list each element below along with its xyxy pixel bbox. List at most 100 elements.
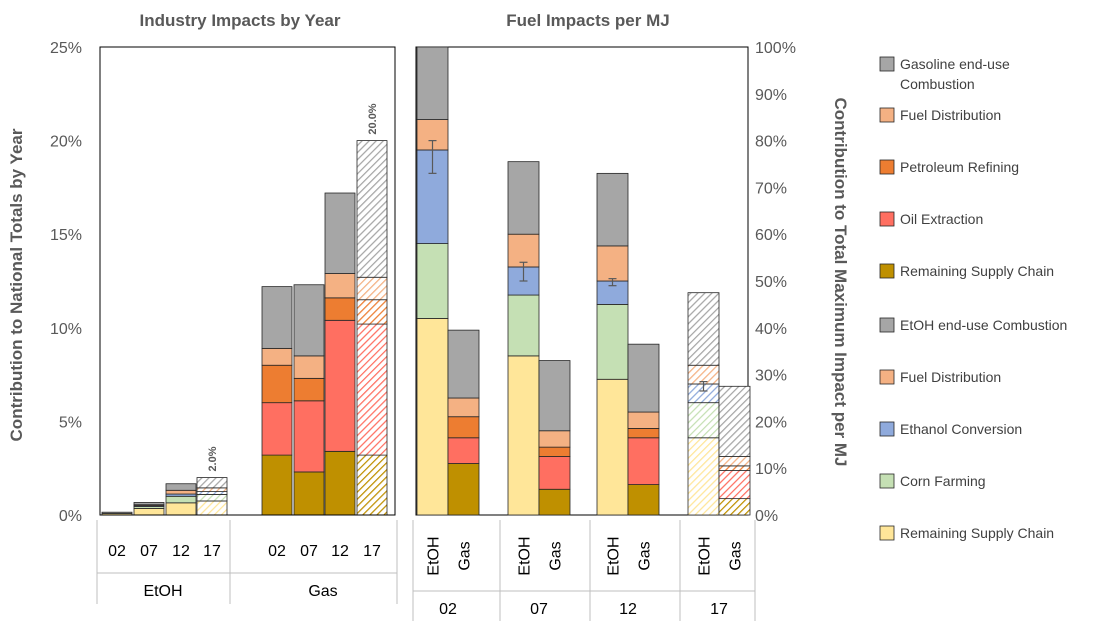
- right-bar-07-gas-segment: [538, 430, 571, 448]
- left-x-tick-label: 07: [300, 543, 318, 560]
- right-bar-07-gas-segment: [538, 456, 571, 490]
- right-bar-02-etoh-segment: [416, 149, 449, 244]
- right-bar-12-etoh-segment: [596, 378, 629, 516]
- right-x-tick-label: EtOH: [697, 536, 714, 575]
- left-bar-gas-02-segment: [261, 286, 293, 349]
- right-group-label: 07: [530, 601, 548, 618]
- left-bar-gas-07-segment: [293, 355, 325, 379]
- right-bar-02-gas-segment: [447, 329, 480, 399]
- left-bar-gas-17-segment: [356, 299, 388, 325]
- left-plot-area: 0% 5% 10% 15% 20% 25% 2.0% 20.0% 02 07 12 17 02 07 12 1…: [50, 40, 398, 604]
- right-y-tick-label: 90%: [755, 87, 787, 104]
- right-bar-17-gas-segment: [718, 465, 751, 471]
- left-bar-etoh-12-segment: [165, 495, 197, 504]
- left-bar-gas-02-segment: [261, 347, 293, 366]
- left-group-label: EtOH: [143, 583, 182, 600]
- right-y-tick-label: 50%: [755, 274, 787, 291]
- left-x-tick-label: 12: [172, 543, 190, 560]
- right-x-tick-label: EtOH: [426, 536, 443, 575]
- right-bar-07-gas-segment: [538, 488, 571, 516]
- left-bar-gas-07-segment: [293, 377, 325, 402]
- right-y-tick-label: 30%: [755, 368, 787, 385]
- right-bar-17-gas-segment: [718, 470, 751, 500]
- legend-label: Fuel Distribution: [900, 107, 1001, 123]
- left-y-tick-label: 10%: [50, 321, 82, 338]
- bar-total-label: 2.0%: [207, 446, 219, 471]
- right-x-tick-label: EtOH: [517, 536, 534, 575]
- left-group-label: Gas: [308, 583, 337, 600]
- right-y-tick-label: 10%: [755, 461, 787, 478]
- left-y-tick-label: 0%: [59, 508, 82, 525]
- legend-label: Oil Extraction: [900, 211, 983, 227]
- left-x-tick-label: 17: [203, 543, 221, 560]
- chart-legend: Gasoline end-use Combustion Fuel Distribut…: [879, 56, 1067, 541]
- left-bar-etoh-12-segment: [165, 489, 197, 495]
- right-bar-12-gas-segment: [627, 484, 660, 516]
- legend-swatch: [879, 473, 895, 489]
- left-bar-gas-07-segment: [293, 284, 325, 357]
- right-plot-area: 0% 10% 20% 30% 40% 50% 60% 70% 80% 90% 100% EtOH Gas…: [412, 40, 796, 621]
- left-bar-gas-12-segment: [324, 273, 356, 299]
- right-group-label: 02: [439, 601, 457, 618]
- left-x-tick-label: 02: [108, 543, 126, 560]
- left-x-tick-label: 07: [140, 543, 158, 560]
- left-x-tick-label: 02: [268, 543, 286, 560]
- left-bar-gas-12-segment: [324, 450, 356, 516]
- right-bar-02-gas-segment: [447, 463, 480, 516]
- left-bar-gas-12-segment: [324, 192, 356, 274]
- left-y-axis-label: Contribution to National Totals by Year: [7, 128, 26, 441]
- left-bar-etoh-02-segment: [101, 511, 133, 514]
- right-bar-02-gas-segment: [447, 416, 480, 439]
- left-bar-etoh-17-segment: [196, 491, 228, 495]
- right-bar-17-etoh-segment: [687, 292, 720, 366]
- legend-swatch: [879, 369, 895, 385]
- left-bar-etoh-17-segment: [196, 500, 228, 516]
- right-bar-02-etoh-segment: [416, 46, 449, 120]
- right-y-tick-label: 70%: [755, 180, 787, 197]
- left-chart-title: Industry Impacts by Year: [140, 11, 341, 30]
- right-bar-07-etoh-segment: [507, 355, 540, 516]
- legend-label: Gasoline end-use: [900, 56, 1010, 72]
- right-x-tick-label: Gas: [548, 541, 565, 570]
- legend-swatch: [879, 263, 895, 279]
- left-x-tick-label: 12: [331, 543, 349, 560]
- right-bar-07-gas-segment: [538, 446, 571, 457]
- left-bar-etoh-07-segment: [133, 502, 165, 506]
- legend-label: Remaining Supply Chain: [900, 525, 1054, 541]
- left-x-tick-label: 17: [363, 543, 381, 560]
- left-y-tick-label: 15%: [50, 227, 82, 244]
- left-bar-gas-12-segment: [324, 319, 356, 452]
- left-bar-gas-12-segment: [324, 297, 356, 321]
- bar-total-label: 20.0%: [367, 103, 379, 134]
- right-bar-12-gas-segment: [627, 411, 660, 429]
- right-group-label: 12: [619, 601, 637, 618]
- legend-label: Fuel Distribution: [900, 369, 1001, 385]
- right-group-label: 17: [710, 601, 728, 618]
- left-bar-etoh-17-segment: [196, 477, 228, 489]
- right-bar-07-gas-segment: [538, 360, 571, 432]
- right-bar-02-etoh-segment: [416, 243, 449, 319]
- left-bar-gas-02-segment: [261, 402, 293, 456]
- legend-label: Corn Farming: [900, 473, 986, 489]
- right-bar-02-gas-segment: [447, 437, 480, 464]
- left-bar-gas-17-segment: [356, 140, 388, 278]
- left-bar-etoh-17-segment: [196, 494, 228, 502]
- right-bar-12-gas-segment: [627, 437, 660, 485]
- left-bar-gas-07-segment: [293, 471, 325, 516]
- right-plot-frame: [415, 46, 749, 516]
- right-x-tick-label: Gas: [637, 541, 654, 570]
- right-bar-12-etoh-segment: [596, 172, 629, 247]
- left-bar-etoh-07-segment: [133, 508, 165, 516]
- right-bar-07-etoh-segment: [507, 161, 540, 235]
- right-bar-07-etoh-segment: [507, 294, 540, 357]
- legend-swatch: [879, 107, 895, 123]
- left-bar-etoh-12-segment: [165, 483, 197, 491]
- left-bar-etoh-17-segment: [196, 487, 228, 492]
- right-bar-02-gas-segment: [447, 397, 480, 418]
- right-y-tick-label: 40%: [755, 321, 787, 338]
- left-bar-gas-02-segment: [261, 364, 293, 404]
- left-bar-gas-02-segment: [261, 454, 293, 516]
- left-bar-gas-07-segment: [293, 400, 325, 473]
- legend-label: Combustion: [900, 76, 975, 92]
